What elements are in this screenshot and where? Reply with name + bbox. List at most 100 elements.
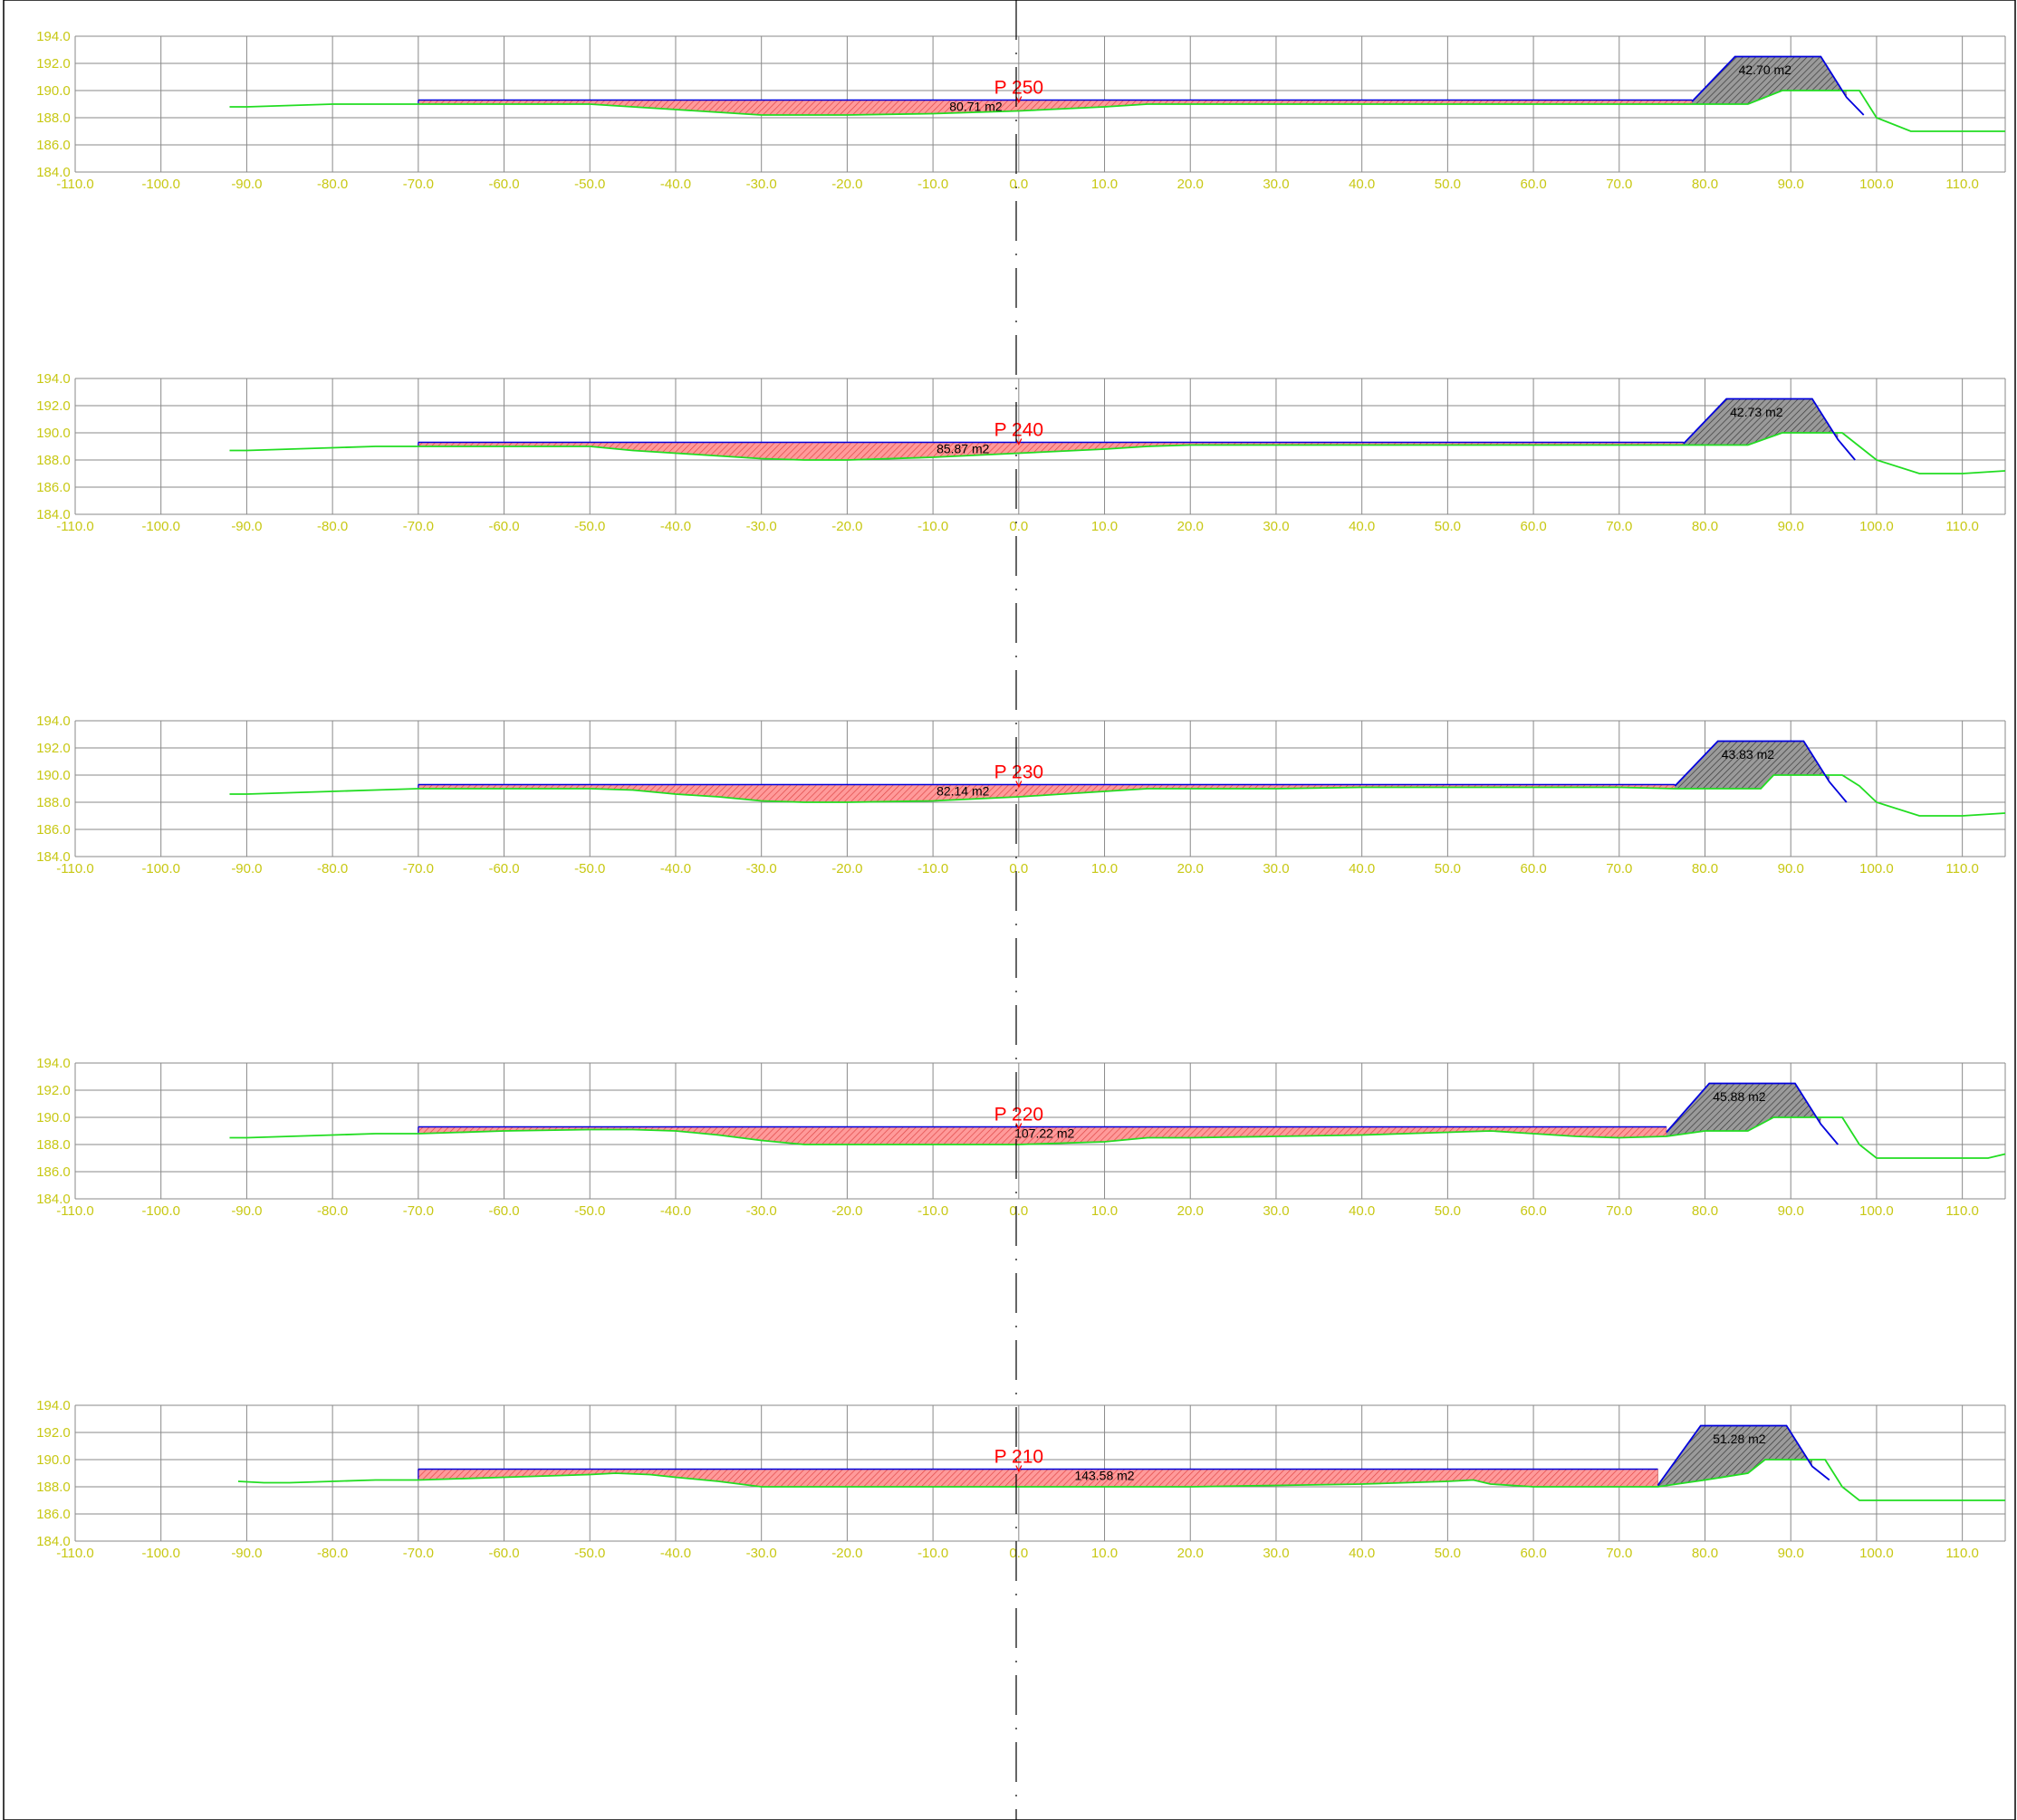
y-tick-label: 190.0 (36, 426, 71, 441)
x-tick-label: -30.0 (746, 1203, 777, 1219)
y-tick-label: 194.0 (36, 1398, 71, 1413)
x-tick-label: -60.0 (488, 861, 519, 876)
x-tick-label: 30.0 (1263, 177, 1289, 192)
y-tick-label: 194.0 (36, 1056, 71, 1071)
station-marker (1015, 1123, 1023, 1130)
y-tick-label: 184.0 (36, 507, 71, 522)
x-tick-label: 10.0 (1091, 1546, 1118, 1561)
x-tick-label: 70.0 (1606, 861, 1632, 876)
x-tick-label: 10.0 (1091, 519, 1118, 534)
x-tick-label: 110.0 (1945, 177, 1978, 192)
section-title: P 240 (994, 420, 1044, 441)
x-tick-label: -90.0 (231, 861, 262, 876)
y-tick-label: 188.0 (36, 110, 71, 126)
x-tick-label: 100.0 (1859, 177, 1894, 192)
x-tick-label: -20.0 (831, 1546, 862, 1561)
y-tick-label: 192.0 (36, 56, 71, 72)
x-tick-label: 0.0 (1009, 1546, 1028, 1561)
x-tick-label: -50.0 (574, 861, 605, 876)
x-tick-label: -40.0 (660, 1546, 691, 1561)
x-tick-label: -80.0 (317, 1546, 348, 1561)
x-tick-label: 110.0 (1945, 1546, 1978, 1561)
cross-section-1: 184.0 186.0 188.0 190.0 192.0 194.0 -110.0 -100… (36, 29, 2006, 192)
x-tick-label: 70.0 (1606, 1203, 1632, 1219)
x-tick-label: -80.0 (317, 1203, 348, 1219)
x-tick-label: 90.0 (1778, 1546, 1804, 1561)
sheet-frame (3, 0, 2016, 1820)
x-tick-label: -110.0 (56, 1546, 93, 1561)
x-tick-label: -90.0 (231, 1203, 262, 1219)
x-tick-label: -110.0 (56, 177, 93, 192)
embankment-outline (1674, 740, 1848, 803)
grid (74, 720, 2006, 857)
x-tick-label: 20.0 (1177, 861, 1204, 876)
x-tick-label: -60.0 (488, 177, 519, 192)
section-title: P 250 (994, 78, 1044, 99)
y-tick-label: 184.0 (36, 849, 71, 865)
x-tick-label: -20.0 (831, 177, 862, 192)
station-marker (1015, 781, 1023, 788)
x-tick-label: -50.0 (574, 177, 605, 192)
x-tick-label: -20.0 (831, 1203, 862, 1219)
ground-line (229, 774, 2006, 817)
x-tick-label: 40.0 (1349, 861, 1375, 876)
x-tick-label: -10.0 (917, 1546, 948, 1561)
y-tick-label: 184.0 (36, 1534, 71, 1549)
x-tick-label: 110.0 (1945, 519, 1978, 534)
y-tick-label: 192.0 (36, 398, 71, 414)
x-tick-label: 50.0 (1435, 861, 1461, 876)
x-tick-label: -110.0 (56, 519, 93, 534)
cut-area-label: 143.58 m2 (1074, 1469, 1134, 1483)
x-tick-label: 70.0 (1606, 1546, 1632, 1561)
x-tick-label: -30.0 (746, 861, 777, 876)
y-tick-label: 186.0 (36, 1164, 71, 1180)
embankment-area-label: 51.28 m2 (1713, 1432, 1766, 1446)
section-title: P 220 (994, 1105, 1044, 1126)
y-tick-label: 188.0 (36, 1137, 71, 1153)
embankment-area-label: 42.73 m2 (1730, 405, 1783, 419)
ground-line (229, 90, 2005, 132)
x-tick-label: -100.0 (141, 1203, 180, 1219)
y-tick-label: 184.0 (36, 1192, 71, 1207)
x-tick-label: -110.0 (56, 861, 93, 876)
y-tick-label: 192.0 (36, 1425, 71, 1441)
x-tick-label: 10.0 (1091, 177, 1118, 192)
x-tick-label: 40.0 (1349, 1203, 1375, 1219)
embankment-area (1675, 741, 1830, 789)
x-tick-label: -50.0 (574, 519, 605, 534)
y-tick-label: 186.0 (36, 480, 71, 495)
embankment-area-label: 43.83 m2 (1722, 747, 1775, 762)
x-tick-label: 70.0 (1606, 519, 1632, 534)
x-tick-label: 0.0 (1009, 519, 1028, 534)
x-tick-label: -60.0 (488, 1546, 519, 1561)
x-tick-label: -40.0 (660, 519, 691, 534)
x-tick-label: -100.0 (141, 519, 180, 534)
x-tick-label: -20.0 (831, 519, 862, 534)
x-tick-label: -10.0 (917, 1203, 948, 1219)
x-tick-label: 30.0 (1263, 861, 1289, 876)
x-tick-label: -50.0 (574, 1546, 605, 1561)
ground-line (229, 1116, 2006, 1159)
x-tick-label: 40.0 (1349, 177, 1375, 192)
x-tick-label: -90.0 (231, 177, 262, 192)
y-tick-label: 186.0 (36, 1507, 71, 1522)
x-tick-label: 110.0 (1945, 861, 1978, 876)
embankment-outline (1691, 55, 1865, 116)
ground-line (229, 432, 2006, 474)
x-tick-label: 20.0 (1177, 1203, 1204, 1219)
x-tick-label: 80.0 (1692, 519, 1718, 534)
embankment-area (1692, 56, 1847, 104)
cross-section-3: 184.0 186.0 188.0 190.0 192.0 194.0 -110.0 -100… (36, 714, 2006, 876)
x-tick-label: -100.0 (141, 1546, 180, 1561)
x-tick-label: -70.0 (403, 519, 434, 534)
y-tick-label: 188.0 (36, 795, 71, 810)
x-tick-label: 20.0 (1177, 177, 1204, 192)
embankment-outline (1657, 1424, 1830, 1487)
x-tick-label: 110.0 (1945, 1203, 1978, 1219)
y-tick-label: 190.0 (36, 1452, 71, 1468)
x-tick-label: -80.0 (317, 861, 348, 876)
embankment-area (1657, 1425, 1812, 1487)
x-tick-label: -80.0 (317, 177, 348, 192)
x-tick-label: 20.0 (1177, 519, 1204, 534)
embankment-outline (1666, 1082, 1839, 1145)
